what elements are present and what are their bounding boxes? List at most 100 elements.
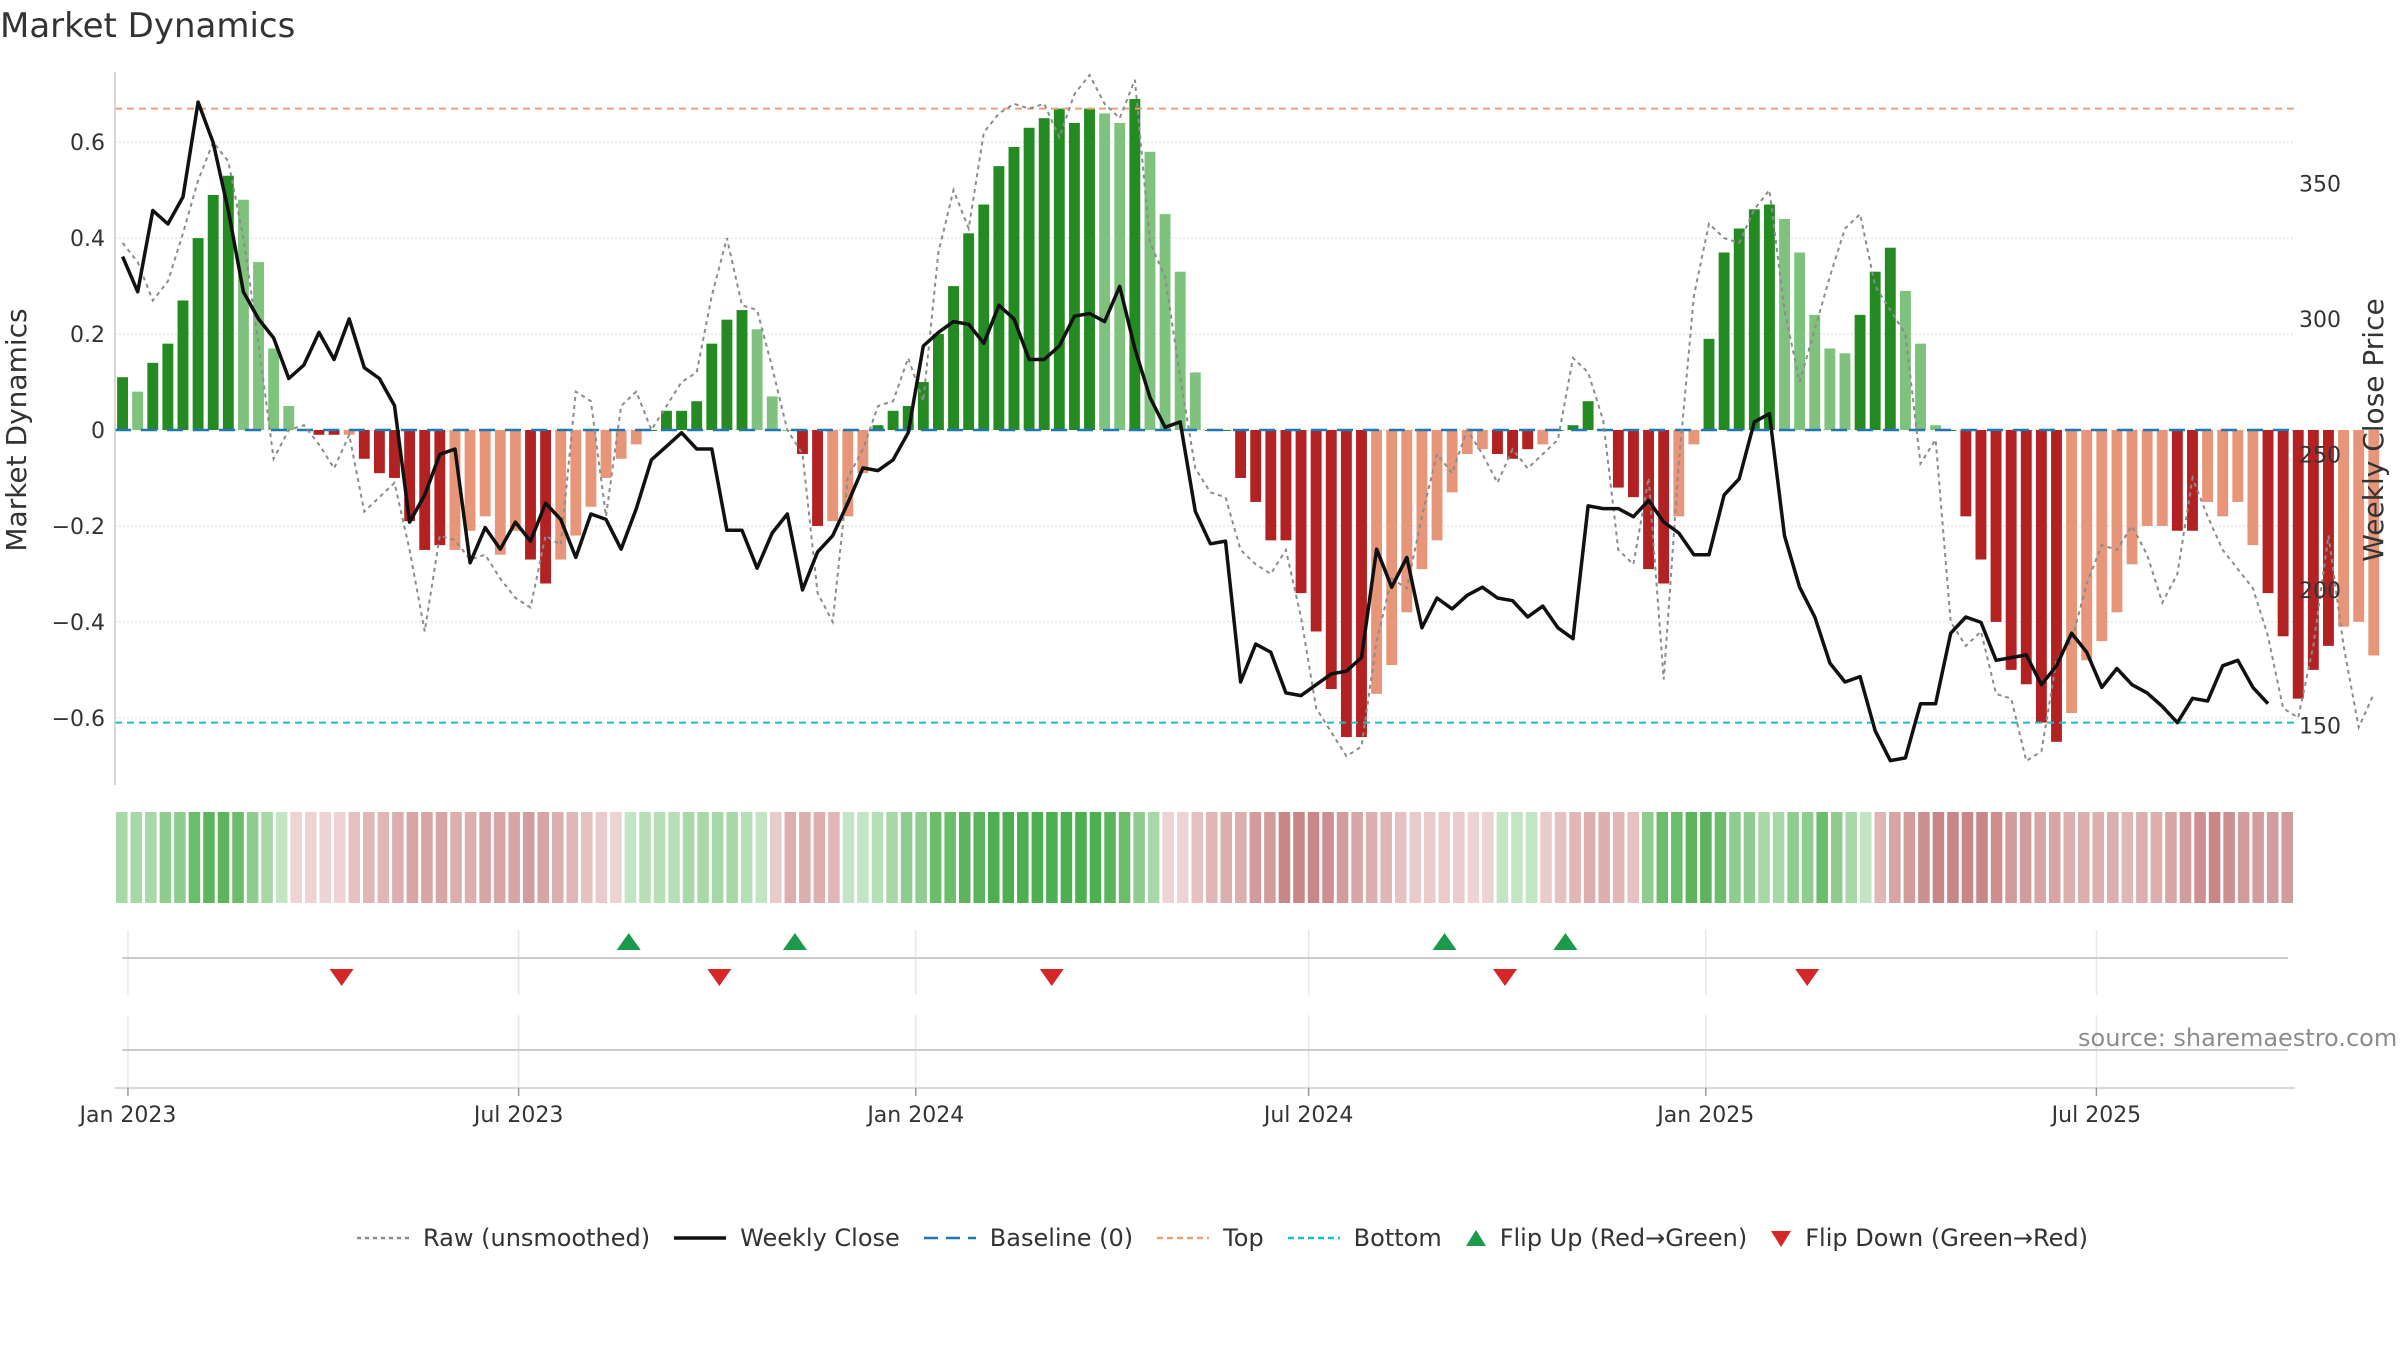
- legend-swatch: [1771, 1231, 1792, 1247]
- band-segment: [1903, 812, 1916, 903]
- band-segment: [770, 812, 782, 903]
- band-segment: [1351, 812, 1363, 903]
- band-segment: [159, 812, 172, 903]
- band-segment: [392, 812, 404, 903]
- dynamics-bar: [1794, 252, 1806, 430]
- band-segment: [653, 812, 666, 903]
- dynamics-bar: [736, 310, 748, 430]
- band-segment: [2136, 812, 2148, 903]
- band-segment: [1453, 812, 1465, 903]
- band-segment: [581, 812, 593, 903]
- band-segment: [1118, 812, 1131, 903]
- band-segment: [116, 812, 128, 903]
- dynamics-bar: [1340, 430, 1352, 738]
- band-segment: [1031, 812, 1044, 903]
- x-tick-label: Jul 2024: [1262, 1103, 1354, 1128]
- dynamics-bar: [1386, 430, 1398, 666]
- band-segment: [188, 812, 201, 903]
- dynamics-bar: [812, 430, 824, 526]
- band-segment: [2165, 812, 2177, 903]
- dynamics-bar: [691, 401, 703, 430]
- dynamics-bar: [1446, 430, 1458, 493]
- band-segment: [479, 812, 491, 903]
- dynamics-bar: [2005, 430, 2017, 670]
- x-tick-label: Jan 2025: [1655, 1103, 1754, 1128]
- dynamics-bar: [570, 430, 582, 536]
- y-tick-label: 0.6: [70, 131, 105, 156]
- dynamics-bar: [842, 430, 854, 517]
- band-segment: [1147, 812, 1160, 903]
- dynamics-bar: [1416, 430, 1428, 570]
- dynamics-bar: [1053, 108, 1065, 430]
- reference-lines: [115, 107, 2295, 724]
- band-segment: [871, 812, 884, 903]
- band-segment: [1162, 812, 1174, 903]
- band-segment: [1598, 812, 1610, 903]
- dynamics-bar: [2081, 430, 2093, 661]
- dynamics-bar: [2368, 430, 2380, 656]
- dynamics-bar: [1265, 430, 1277, 541]
- price-lines: [120, 73, 2375, 763]
- band-segment: [1409, 812, 1421, 903]
- dynamics-bar: [2020, 430, 2032, 685]
- band-segment: [2121, 812, 2134, 903]
- band-segment: [755, 812, 767, 903]
- band-segment: [900, 812, 913, 903]
- dynamics-bar: [373, 430, 385, 474]
- band-segment: [1191, 812, 1203, 903]
- band-segment: [1612, 812, 1625, 903]
- band-segment: [2194, 812, 2206, 903]
- legend-swatch: [1465, 1230, 1486, 1246]
- dynamics-bar: [117, 377, 128, 430]
- dynamics-bar: [585, 430, 597, 507]
- band-segment: [1540, 812, 1552, 903]
- dynamics-bar: [2035, 430, 2047, 723]
- band-segment: [2063, 812, 2075, 903]
- band-segment: [1075, 812, 1087, 903]
- band-segment: [610, 812, 622, 903]
- band-segment: [857, 812, 869, 903]
- band-segment: [1569, 812, 1581, 903]
- dynamics-bar: [2232, 430, 2244, 502]
- x-tick-label: Jul 2023: [472, 1103, 564, 1128]
- band-segment: [784, 812, 797, 903]
- x-tick-label: Jan 2023: [77, 1103, 176, 1128]
- dynamics-bar: [1990, 430, 2002, 622]
- dynamics-bar: [1492, 430, 1503, 454]
- band-segment: [246, 812, 259, 903]
- band-segment: [2281, 812, 2293, 903]
- dynamics-bar: [1507, 430, 1519, 459]
- dynamics-bar: [328, 430, 340, 435]
- dynamics-bar: [1084, 108, 1095, 430]
- band-segment: [929, 812, 942, 903]
- dynamics-bar: [1114, 122, 1126, 431]
- dynamics-bar: [1854, 314, 1866, 430]
- dynamics-bar: [630, 430, 642, 445]
- band-segment: [1046, 812, 1058, 903]
- dynamics-bar: [1930, 425, 1942, 430]
- dynamics-bar: [555, 430, 567, 560]
- dynamics-bar: [1008, 146, 1020, 430]
- dynamics-bar: [525, 430, 536, 560]
- band-segment: [435, 812, 448, 903]
- band-segment: [406, 812, 419, 903]
- flip-down-marker: [329, 969, 354, 986]
- band-segment: [1293, 812, 1305, 903]
- y2-tick-label: 250: [2299, 443, 2341, 468]
- band-segment: [232, 812, 244, 903]
- band-segment: [1206, 812, 1218, 903]
- band-segment: [1889, 812, 1901, 903]
- y-tick-label: −0.6: [52, 707, 105, 732]
- dynamics-bar: [2171, 430, 2183, 531]
- band-segment: [203, 812, 215, 903]
- dynamics-bar: [494, 430, 506, 555]
- band-segment: [1394, 812, 1407, 903]
- y2-tick-label: 300: [2299, 308, 2341, 333]
- dynamics-bar: [993, 166, 1005, 430]
- dynamics-bar: [2111, 430, 2123, 613]
- y-tick-label: 0.2: [70, 323, 105, 348]
- dynamics-bar: [2217, 430, 2229, 517]
- dynamics-bar: [1869, 271, 1881, 430]
- legend-swatch: [674, 1236, 727, 1240]
